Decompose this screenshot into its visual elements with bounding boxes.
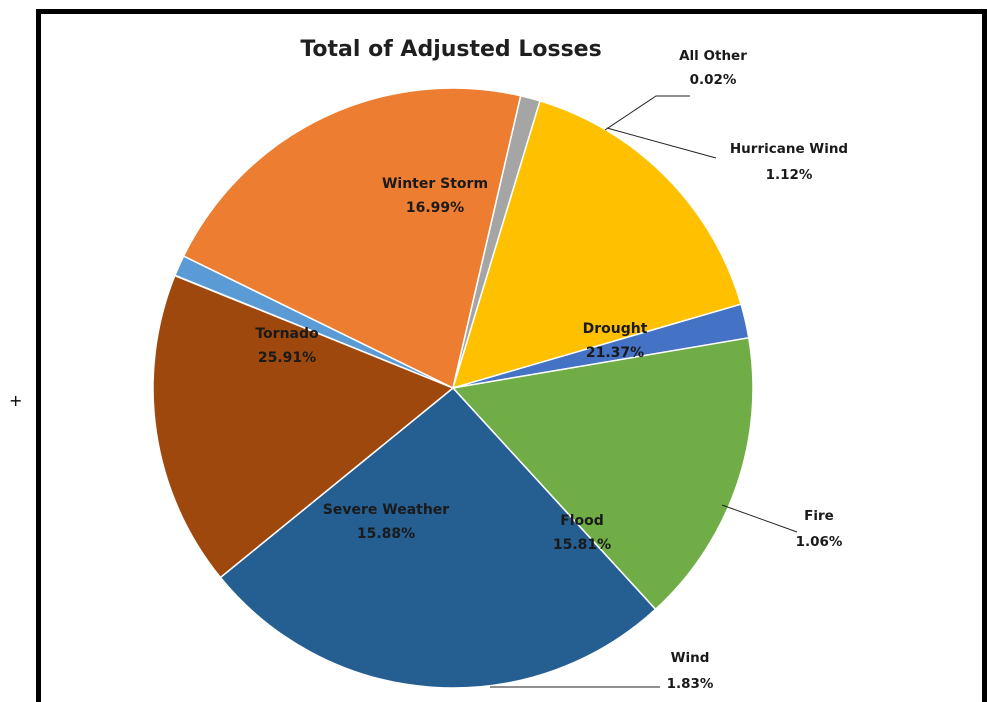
label-value-tornado: 25.91%: [258, 350, 316, 366]
slice-tornado: [219, 386, 657, 689]
label-name-tornado: Tornado: [255, 326, 319, 342]
label-value-wind: 1.83%: [667, 676, 714, 692]
label-value-all-other: 0.02%: [690, 72, 737, 88]
label-name-drought: Drought: [583, 321, 648, 337]
label-name-severe-weather: Severe Weather: [323, 502, 450, 518]
label-name-wind: Wind: [671, 650, 710, 666]
leader-line-all-other: [604, 95, 690, 131]
slice-drought: [182, 87, 522, 390]
label-name-fire: Fire: [804, 508, 834, 524]
leader-line-hurricane-wind: [606, 127, 717, 159]
plus-mark: +: [9, 391, 23, 410]
slice-flood: [451, 99, 742, 390]
label-name-flood: Flood: [560, 513, 604, 529]
label-value-flood: 15.81%: [553, 537, 611, 553]
label-value-fire: 1.06%: [796, 534, 843, 550]
label-name-hurricane-wind: Hurricane Wind: [730, 141, 848, 157]
label-value-winter-storm: 16.99%: [406, 200, 464, 216]
label-value-severe-weather: 15.88%: [357, 526, 415, 542]
label-name-winter-storm: Winter Storm: [382, 176, 488, 192]
label-value-drought: 21.37%: [586, 345, 644, 361]
label-name-all-other: All Other: [679, 48, 747, 64]
chart-title: Total of Adjusted Losses: [300, 37, 601, 62]
leader-line-fire: [721, 504, 798, 533]
slice-severe-weather: [451, 336, 754, 611]
chart-frame: [36, 9, 987, 702]
slice-winter-storm: [152, 274, 455, 579]
label-value-hurricane-wind: 1.12%: [766, 167, 813, 183]
